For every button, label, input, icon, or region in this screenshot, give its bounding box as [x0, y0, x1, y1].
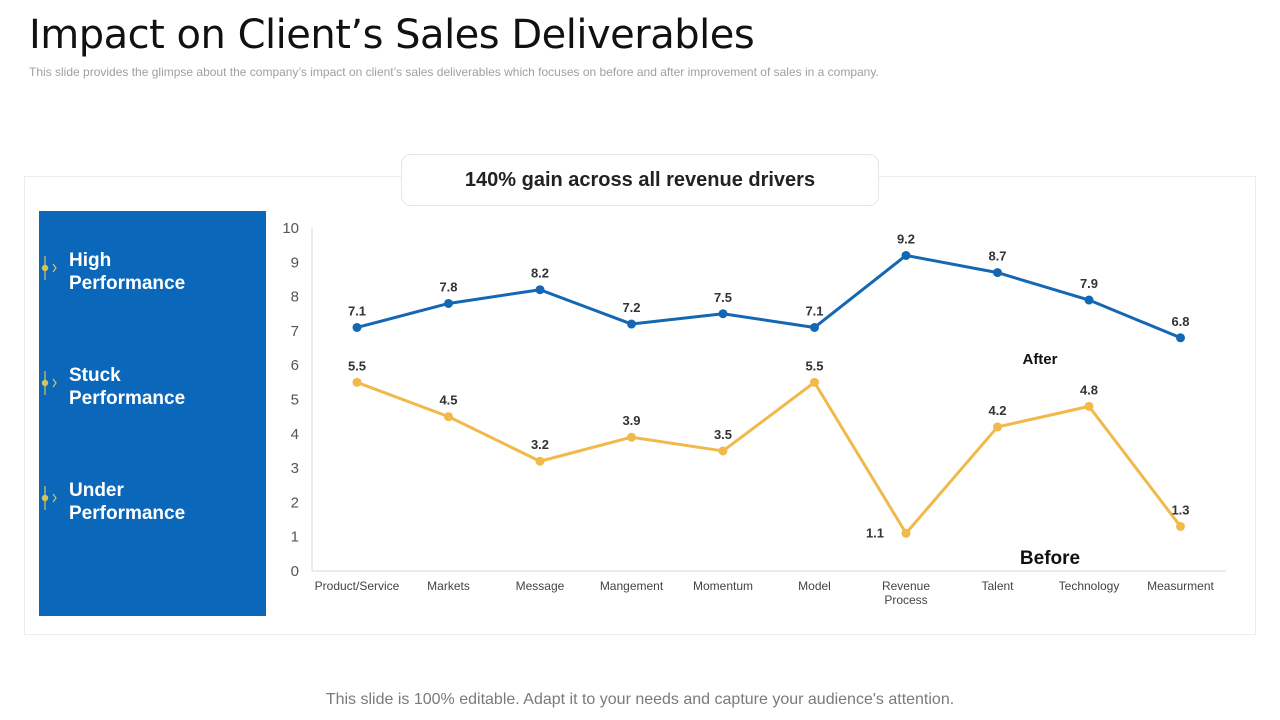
gain-banner: 140% gain across all revenue drivers: [401, 154, 879, 206]
sidebar-item-stuck-performance: Stuck Performance: [39, 364, 266, 414]
marker-icon: [41, 256, 57, 280]
sidebar-item-label: High Performance: [69, 250, 186, 294]
sidebar-item-high-performance: High Performance: [39, 249, 266, 299]
page-subtitle: This slide provides the glimpse about th…: [29, 65, 879, 79]
sidebar-item-label: Under Performance: [69, 480, 186, 524]
sidebar-item-under-performance: Under Performance: [39, 479, 266, 529]
marker-icon: [41, 486, 57, 510]
sidebar-item-label: Stuck Performance: [69, 365, 186, 409]
page-title: Impact on Client’s Sales Deliverables: [29, 12, 755, 58]
footer-note: This slide is 100% editable. Adapt it to…: [325, 691, 955, 708]
marker-icon: [41, 371, 57, 395]
performance-sidebar: High Performance Stuck Performance Under Pe…: [39, 211, 266, 616]
